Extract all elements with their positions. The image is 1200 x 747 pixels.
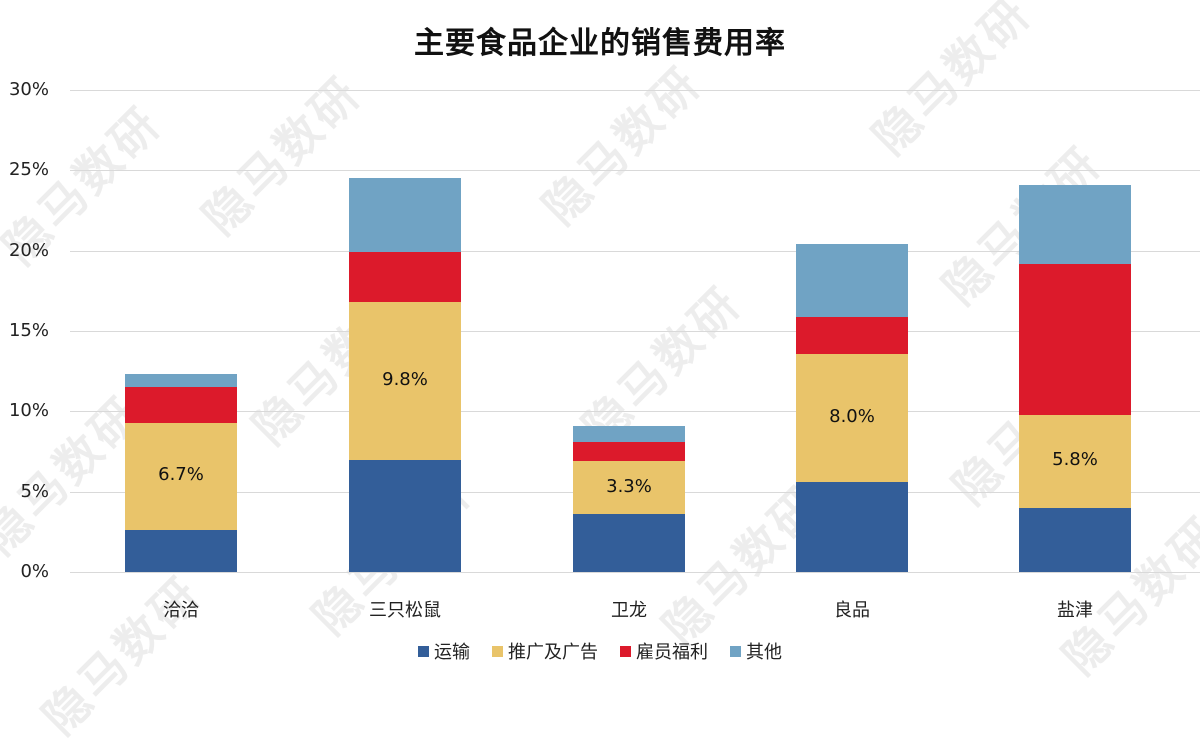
bar-segment-雇员福利 — [125, 387, 237, 423]
gridline — [70, 331, 1200, 332]
data-label: 6.7% — [158, 464, 204, 486]
y-tick-label: 25% — [8, 159, 49, 181]
bar-segment-雇员福利 — [796, 316, 908, 354]
bar-segment-雇员福利 — [349, 252, 461, 303]
gridline — [70, 572, 1200, 573]
bar-segment-雇员福利 — [573, 441, 685, 462]
bar-segment-运输 — [125, 530, 237, 572]
legend-label: 雇员福利 — [636, 642, 708, 663]
bar-segment-推广及广告: 8.0% — [796, 353, 908, 483]
x-tick-label: 洽洽 — [163, 600, 199, 621]
data-label: 5.8% — [1052, 449, 1098, 471]
bar-segment-推广及广告: 5.8% — [1019, 414, 1131, 508]
gridline — [70, 250, 1200, 252]
bar-4: 5.8% — [1019, 90, 1131, 572]
y-tick-label: 15% — [8, 320, 49, 341]
legend-swatch-icon — [492, 645, 503, 657]
x-tick-label: 盐津 — [1057, 600, 1093, 621]
legend-label: 其他 — [746, 642, 782, 663]
bar-segment-其他 — [1019, 184, 1131, 264]
data-label: 3.3% — [606, 475, 652, 497]
bar-segment-其他 — [796, 244, 908, 317]
y-tick-label: 30% — [8, 79, 49, 100]
bar-segment-推广及广告: 9.8% — [349, 302, 461, 460]
data-label: 8.0% — [829, 405, 875, 427]
bar-2: 3.3% — [573, 90, 685, 572]
legend-item-2: 雇员福利 — [620, 638, 708, 664]
bar-segment-推广及广告: 6.7% — [125, 422, 237, 531]
legend-label: 推广及广告 — [508, 642, 598, 663]
bar-3: 8.0% — [796, 90, 908, 572]
bar-segment-运输 — [349, 459, 461, 572]
y-tick-label: 20% — [8, 239, 49, 261]
legend-swatch-icon — [418, 645, 429, 657]
y-tick-label: 0% — [20, 561, 49, 582]
gridline — [70, 90, 1200, 91]
bar-0: 6.7% — [125, 90, 237, 572]
legend-item-0: 运输 — [418, 638, 470, 664]
x-tick-label: 卫龙 — [611, 600, 647, 621]
x-tick-label: 良品 — [834, 600, 870, 621]
data-label: 9.8% — [382, 368, 428, 390]
bar-segment-运输 — [796, 482, 908, 572]
y-tick-label: 5% — [20, 480, 49, 502]
legend: 运输 推广及广告 雇员福利 其他 — [0, 638, 1200, 664]
bar-segment-推广及广告: 3.3% — [573, 461, 685, 515]
gridline — [70, 411, 1200, 413]
bar-1: 9.8% — [349, 90, 461, 572]
legend-label: 运输 — [434, 642, 470, 663]
legend-swatch-icon — [620, 645, 631, 657]
bar-segment-运输 — [1019, 507, 1131, 572]
bar-segment-其他 — [573, 425, 685, 442]
bar-segment-雇员福利 — [1019, 263, 1131, 415]
bar-segment-运输 — [573, 514, 685, 572]
legend-swatch-icon — [730, 645, 741, 657]
y-tick-label: 10% — [8, 400, 49, 422]
gridline — [70, 170, 1200, 172]
chart-title: 主要食品企业的销售费用率 — [414, 26, 786, 61]
legend-item-1: 推广及广告 — [492, 638, 598, 664]
plot-area: 6.7% 9.8% 3.3% 8.0% 5.8% — [70, 90, 1200, 573]
bar-segment-其他 — [349, 178, 461, 253]
bar-segment-其他 — [125, 374, 237, 388]
x-tick-label: 三只松鼠 — [369, 600, 441, 621]
legend-item-3: 其他 — [730, 638, 782, 664]
